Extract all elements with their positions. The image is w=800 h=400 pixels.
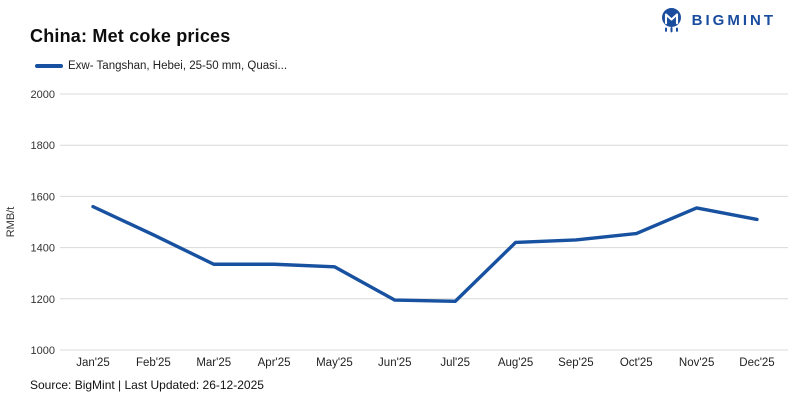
x-tick-label: Feb'25 [136, 357, 171, 369]
legend-line-swatch [35, 64, 63, 68]
legend-label: Exw- Tangshan, Hebei, 25-50 mm, Quasi... [68, 60, 288, 72]
bigmint-logo-text: BIGMINT [691, 12, 776, 29]
x-tick-label: Oct'25 [620, 357, 653, 369]
y-tick-label: 2000 [31, 89, 55, 101]
x-tick-label: May'25 [316, 357, 353, 369]
x-tick-label: Aug'25 [498, 357, 533, 369]
page-title: China: Met coke prices [30, 26, 231, 46]
x-tick-label: Sep'25 [558, 357, 593, 369]
y-tick-label: 1600 [31, 191, 55, 203]
y-tick-label: 1800 [31, 140, 55, 152]
x-tick-label: Jun'25 [378, 357, 412, 369]
x-tick-label: Apr'25 [258, 357, 291, 369]
x-tick-label: Jul'25 [440, 357, 470, 369]
y-axis-title: RMB/t [5, 207, 17, 238]
y-tick-label: 1000 [31, 345, 55, 357]
x-tick-label: Jan'25 [76, 357, 110, 369]
line-chart: 1000 1200 1400 1600 1800 2000 RMB/t Jan'25 Feb'2… [5, 89, 788, 369]
chart-area: 1000 1200 1400 1600 1800 2000 RMB/t Jan'25 Feb'2… [0, 80, 800, 372]
chart-legend[interactable]: Exw- Tangshan, Hebei, 25-50 mm, Quasi... [35, 60, 287, 72]
x-tick-label: Dec'25 [739, 357, 774, 369]
source-note: Source: BigMint | Last Updated: 26-12-20… [30, 378, 264, 392]
x-tick-label: Nov'25 [679, 357, 714, 369]
series-line [91, 204, 759, 304]
y-tick-label: 1400 [31, 243, 55, 255]
bigmint-m-icon [658, 7, 685, 34]
y-tick-label: 1200 [31, 294, 55, 306]
x-tick-label: Mar'25 [196, 357, 231, 369]
bigmint-logo: BIGMINT [658, 7, 776, 34]
